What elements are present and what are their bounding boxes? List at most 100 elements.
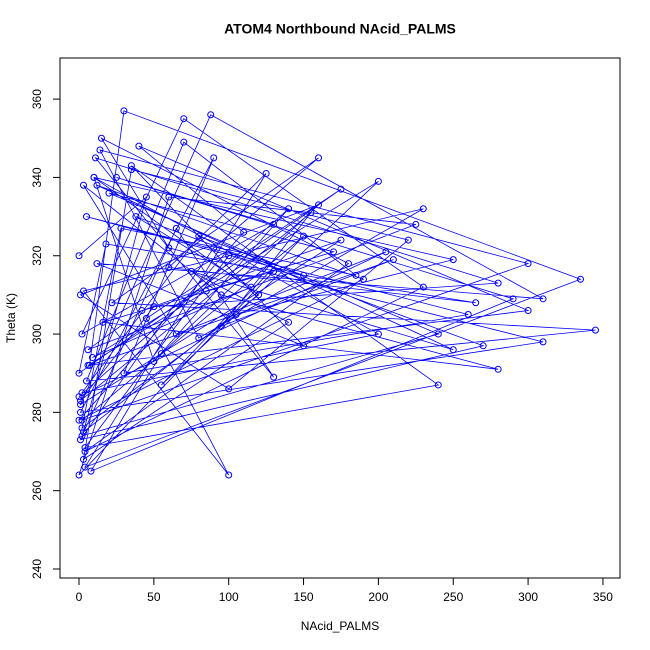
point: [247, 283, 255, 291]
point: [240, 228, 248, 236]
point: [524, 260, 532, 268]
series-line: [78, 110, 596, 476]
x-tick-label: 0: [76, 590, 83, 604]
point: [117, 224, 125, 232]
point: [195, 232, 203, 240]
point: [262, 170, 270, 178]
point: [93, 181, 101, 189]
point: [270, 220, 278, 228]
point: [329, 248, 337, 256]
point: [285, 318, 293, 326]
point: [78, 330, 86, 338]
point: [78, 424, 86, 432]
point: [82, 213, 90, 221]
y-tick-label: 340: [30, 167, 44, 187]
point: [90, 173, 98, 181]
point: [419, 283, 427, 291]
point: [300, 232, 308, 240]
point: [232, 310, 240, 318]
point: [494, 365, 502, 373]
point: [87, 467, 95, 475]
point: [80, 287, 88, 295]
chart-title: ATOM4 Northbound NAcid_PALMS: [224, 21, 456, 37]
point: [75, 416, 83, 424]
x-tick-label: 200: [368, 590, 388, 604]
point: [135, 142, 143, 150]
point: [75, 369, 83, 377]
point: [88, 354, 96, 362]
point: [91, 154, 99, 162]
point: [150, 303, 158, 311]
point: [539, 295, 547, 303]
point: [132, 213, 140, 221]
point: [255, 291, 263, 299]
point: [75, 252, 83, 260]
point: [270, 267, 278, 275]
point: [524, 307, 532, 315]
point: [404, 236, 412, 244]
x-tick-label: 150: [294, 590, 314, 604]
point: [494, 279, 502, 287]
point: [112, 173, 120, 181]
point: [382, 248, 390, 256]
plot-frame: [59, 57, 621, 579]
point: [77, 397, 85, 405]
point: [81, 444, 89, 452]
point: [225, 471, 233, 479]
y-tick-label: 280: [30, 402, 44, 422]
point: [120, 369, 128, 377]
point: [479, 342, 487, 350]
point: [127, 166, 135, 174]
point: [374, 330, 382, 338]
point: [99, 318, 107, 326]
point: [374, 177, 382, 185]
point: [105, 189, 113, 197]
x-axis-label: NAcid_PALMS: [301, 619, 379, 633]
point: [225, 385, 233, 393]
point: [80, 428, 88, 436]
y-tick-label: 360: [30, 89, 44, 109]
point: [97, 134, 105, 142]
point: [472, 299, 480, 307]
point: [77, 436, 85, 444]
point: [165, 193, 173, 201]
point: [412, 220, 420, 228]
point: [120, 107, 128, 115]
point: [225, 252, 233, 260]
point: [85, 361, 93, 369]
point: [138, 307, 146, 315]
point: [210, 154, 218, 162]
point: [142, 193, 150, 201]
point: [157, 350, 165, 358]
point: [187, 267, 195, 275]
y-tick-label: 300: [30, 324, 44, 344]
point: [337, 236, 345, 244]
point: [82, 377, 90, 385]
point: [217, 322, 225, 330]
point: [80, 181, 88, 189]
y-tick-label: 260: [30, 480, 44, 500]
point: [81, 463, 89, 471]
x-tick-label: 300: [518, 590, 538, 604]
point: [207, 111, 215, 119]
point: [77, 408, 85, 416]
point: [464, 310, 472, 318]
y-tick-label: 240: [30, 559, 44, 579]
point: [165, 244, 173, 252]
point: [150, 357, 158, 365]
point: [180, 115, 188, 123]
point: [307, 209, 315, 217]
point: [165, 263, 173, 271]
point: [270, 373, 278, 381]
point: [210, 244, 218, 252]
point: [80, 455, 88, 463]
point: [217, 291, 225, 299]
point: [449, 346, 457, 354]
point: [337, 185, 345, 193]
point: [108, 299, 116, 307]
point: [78, 432, 86, 440]
y-axis-label: Theta (K): [4, 293, 18, 343]
point: [172, 224, 180, 232]
